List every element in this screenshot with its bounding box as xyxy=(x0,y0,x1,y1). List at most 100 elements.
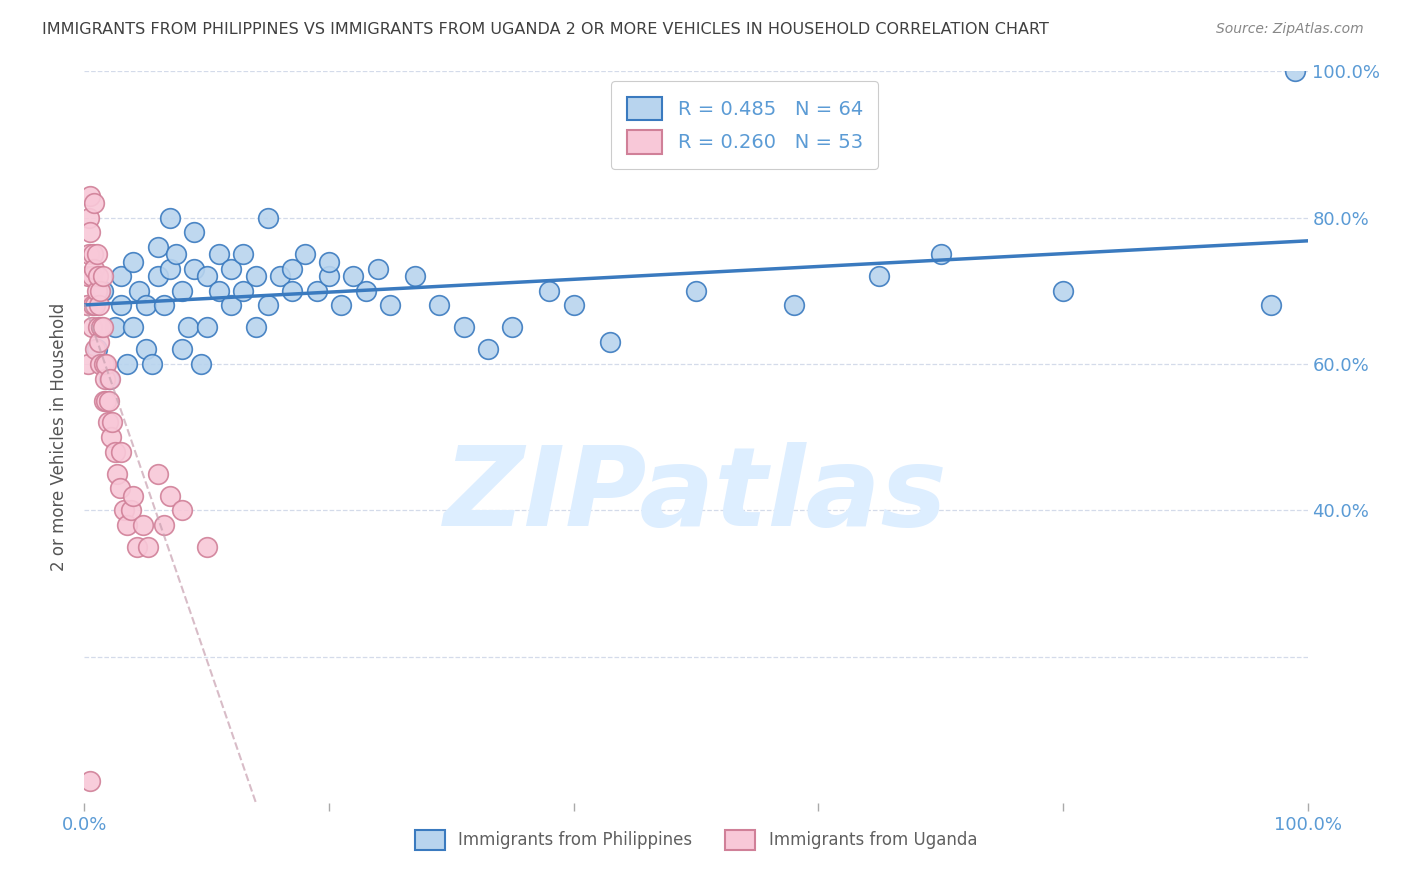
Point xyxy=(172,284,194,298)
Point xyxy=(91,320,114,334)
Point xyxy=(195,540,218,554)
Text: IMMIGRANTS FROM PHILIPPINES VS IMMIGRANTS FROM UGANDA 2 OR MORE VEHICLES IN HOUS: IMMIGRANTS FROM PHILIPPINES VS IMMIGRANT… xyxy=(42,22,1049,37)
Point xyxy=(104,444,127,458)
Point xyxy=(77,357,100,371)
Point xyxy=(453,320,475,334)
Text: Source: ZipAtlas.com: Source: ZipAtlas.com xyxy=(1216,22,1364,37)
Point xyxy=(77,269,100,284)
Point xyxy=(128,284,150,298)
Point xyxy=(146,269,169,284)
Point xyxy=(101,416,124,430)
Point xyxy=(1052,284,1074,298)
Point xyxy=(97,416,120,430)
Point xyxy=(232,284,254,298)
Point xyxy=(83,196,105,211)
Point xyxy=(190,357,212,371)
Point xyxy=(97,371,120,385)
Point xyxy=(112,503,135,517)
Point xyxy=(132,517,155,532)
Point xyxy=(195,320,218,334)
Point xyxy=(538,284,561,298)
Point xyxy=(135,298,157,312)
Point xyxy=(219,298,242,312)
Point xyxy=(294,247,316,261)
Point xyxy=(219,261,242,276)
Point xyxy=(208,247,231,261)
Point xyxy=(91,269,114,284)
Point xyxy=(89,284,111,298)
Point xyxy=(79,773,101,788)
Point xyxy=(318,269,340,284)
Point xyxy=(77,211,100,225)
Point xyxy=(172,343,194,357)
Point xyxy=(153,517,176,532)
Point xyxy=(257,298,280,312)
Point xyxy=(115,357,138,371)
Point xyxy=(245,269,267,284)
Point xyxy=(929,247,952,261)
Point xyxy=(269,269,291,284)
Point xyxy=(87,334,110,349)
Point xyxy=(115,517,138,532)
Point xyxy=(183,225,205,239)
Point xyxy=(159,489,181,503)
Point xyxy=(281,284,304,298)
Point xyxy=(80,269,103,284)
Point xyxy=(177,320,200,334)
Point xyxy=(318,254,340,268)
Point xyxy=(110,298,132,312)
Point xyxy=(79,188,101,202)
Point xyxy=(90,320,112,334)
Point xyxy=(404,269,426,284)
Point xyxy=(305,284,328,298)
Point xyxy=(122,254,145,268)
Point xyxy=(86,343,108,357)
Point xyxy=(110,269,132,284)
Point xyxy=(76,298,98,312)
Point xyxy=(122,320,145,334)
Point xyxy=(97,393,120,408)
Point xyxy=(120,503,142,517)
Point xyxy=(281,261,304,276)
Point xyxy=(125,540,148,554)
Point xyxy=(427,298,450,312)
Point xyxy=(869,269,891,284)
Legend: Immigrants from Philippines, Immigrants from Uganda: Immigrants from Philippines, Immigrants … xyxy=(408,823,984,856)
Point xyxy=(89,357,111,371)
Point xyxy=(245,320,267,334)
Point xyxy=(84,343,107,357)
Point xyxy=(94,371,117,385)
Point xyxy=(159,211,181,225)
Point xyxy=(104,320,127,334)
Point xyxy=(96,357,118,371)
Point xyxy=(100,430,122,444)
Point xyxy=(195,269,218,284)
Point xyxy=(380,298,402,312)
Point xyxy=(93,357,115,371)
Point xyxy=(146,467,169,481)
Point xyxy=(141,357,163,371)
Point xyxy=(1260,298,1282,312)
Point xyxy=(105,467,128,481)
Point xyxy=(330,298,353,312)
Point xyxy=(77,247,100,261)
Point xyxy=(502,320,524,334)
Point xyxy=(477,343,499,357)
Point xyxy=(87,320,110,334)
Point xyxy=(84,298,107,312)
Point xyxy=(354,284,377,298)
Point xyxy=(172,503,194,517)
Point xyxy=(135,343,157,357)
Point xyxy=(599,334,621,349)
Point xyxy=(562,298,585,312)
Point xyxy=(208,284,231,298)
Point xyxy=(183,261,205,276)
Point xyxy=(783,298,806,312)
Point xyxy=(91,284,114,298)
Point xyxy=(98,371,121,385)
Point xyxy=(110,444,132,458)
Point xyxy=(153,298,176,312)
Point xyxy=(232,247,254,261)
Y-axis label: 2 or more Vehicles in Household: 2 or more Vehicles in Household xyxy=(51,303,69,571)
Point xyxy=(82,247,104,261)
